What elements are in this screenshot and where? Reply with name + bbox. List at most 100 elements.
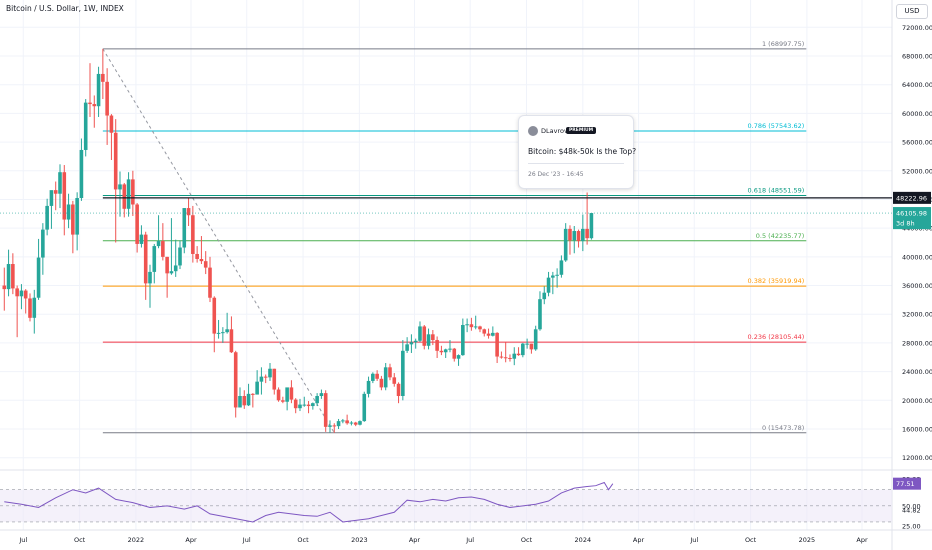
candle-body (293, 399, 298, 409)
candle-body (259, 376, 264, 382)
candle-body (366, 380, 371, 394)
candle-body (516, 353, 521, 356)
candle-body (375, 373, 379, 379)
time-tick-label: Apr (633, 536, 645, 544)
price-tick-label: 52000.00 (902, 167, 932, 175)
candle-body (118, 184, 122, 190)
candle-body (473, 326, 478, 328)
candle-body (113, 132, 118, 190)
candle-body (178, 247, 182, 266)
price-tag-bg (893, 217, 931, 230)
candle-body (165, 256, 169, 274)
candle-body (371, 373, 375, 381)
candle-body (508, 357, 512, 359)
candle-body (409, 342, 414, 345)
candle-body (161, 241, 165, 257)
price-tick-label: 64000.00 (902, 81, 932, 89)
candle-body (66, 204, 71, 220)
time-tick-label: Oct (297, 536, 309, 544)
candle-body (23, 290, 28, 299)
time-tick-label: Oct (745, 536, 757, 544)
rsi-tick-label: 50.00 (902, 502, 921, 510)
candle-body (546, 277, 551, 293)
candle-body (396, 383, 401, 397)
candle-body (173, 265, 178, 272)
price-tag-label: 46105.98 (896, 210, 927, 218)
candle-body (452, 348, 457, 359)
price-tick-label: 60000.00 (902, 110, 932, 118)
rsi-line (4, 481, 614, 523)
candle-body (281, 400, 285, 402)
candle-body (272, 368, 277, 390)
candle-body (585, 228, 589, 239)
fib-level-label: 0.786 (57543.62) (748, 122, 805, 130)
candle-body (186, 208, 191, 216)
candle-body (426, 334, 431, 346)
candle-body (268, 368, 272, 378)
idea-divider (528, 163, 624, 164)
fibonacci-retracement: 1 (68997.75) 0.786 (57543.62) 0.618 (48551… (102, 40, 807, 434)
time-tick-label: Jul (465, 536, 474, 544)
candle-body (11, 264, 15, 289)
price-tick-label: 28000.00 (902, 339, 932, 347)
candle-body (521, 343, 525, 356)
candle-body (19, 290, 24, 297)
time-tick-label: Oct (521, 536, 533, 544)
candle-body (336, 421, 341, 427)
candle-body (555, 274, 559, 276)
candle-body (559, 260, 564, 275)
candle-body (563, 228, 568, 261)
candle-body (529, 343, 534, 350)
price-tick-label: 40000.00 (902, 253, 932, 261)
candle-body (589, 213, 594, 239)
candle-body (461, 324, 465, 356)
symbol-title: Bitcoin / U.S. Dollar, 1W, INDEX (6, 4, 124, 13)
rsi-tick-label: 44.82 (902, 507, 921, 515)
author-avatar (528, 126, 538, 136)
rsi-tick-label: 25.00 (902, 522, 921, 530)
candle-body (53, 190, 58, 194)
fib-level-label: 1 (68997.75) (762, 40, 804, 48)
candle-body (58, 172, 62, 194)
candle-body (503, 357, 508, 359)
candle-body (199, 258, 204, 262)
candle-body (208, 267, 212, 298)
candle-body (353, 422, 358, 425)
candle-body (263, 376, 268, 378)
fib-level-label: 0.382 (35919.94) (748, 277, 805, 285)
candle-body (341, 420, 345, 422)
candle-body (551, 275, 555, 278)
candle-body (195, 253, 199, 259)
author-name[interactable]: DLavrov (541, 127, 568, 135)
candle-body (422, 326, 427, 346)
candle-body (221, 332, 225, 334)
candle-body (126, 179, 131, 209)
candle-body (96, 73, 101, 107)
candle-body (379, 378, 384, 388)
price-tick-label: 36000.00 (902, 282, 932, 290)
candle-body (79, 149, 84, 199)
candle-body (311, 403, 315, 407)
candle-body (358, 421, 362, 425)
candle-body (332, 425, 337, 427)
time-tick-label: 2024 (575, 536, 592, 544)
candle-body (32, 297, 37, 318)
candle-body (448, 348, 452, 350)
candle-body (345, 420, 349, 424)
candle-body (439, 350, 444, 353)
price-tag-bg (893, 191, 931, 204)
candle-body (131, 179, 135, 205)
candle-body (443, 349, 448, 353)
price-tick-label: 72000.00 (902, 24, 932, 32)
idea-title[interactable]: Bitcoin: $48k-50k Is the Top? (528, 147, 637, 156)
candle-body (512, 353, 517, 359)
candle-body (568, 228, 572, 241)
currency-button[interactable]: USD (896, 4, 928, 19)
idea-card[interactable]: DLavrov PREMIUM Bitcoin: $48k-50k Is the… (518, 115, 637, 189)
candle-body (538, 299, 542, 330)
fib-level-label: 0.618 (48551.59) (748, 187, 805, 195)
rsi-value-label: 77.51 (896, 480, 915, 488)
time-axis: Jul Oct 2022 Apr Jul Oct 2023 Apr Jul Oct 2024 Apr J… (18, 536, 868, 544)
candle-body (388, 367, 392, 378)
